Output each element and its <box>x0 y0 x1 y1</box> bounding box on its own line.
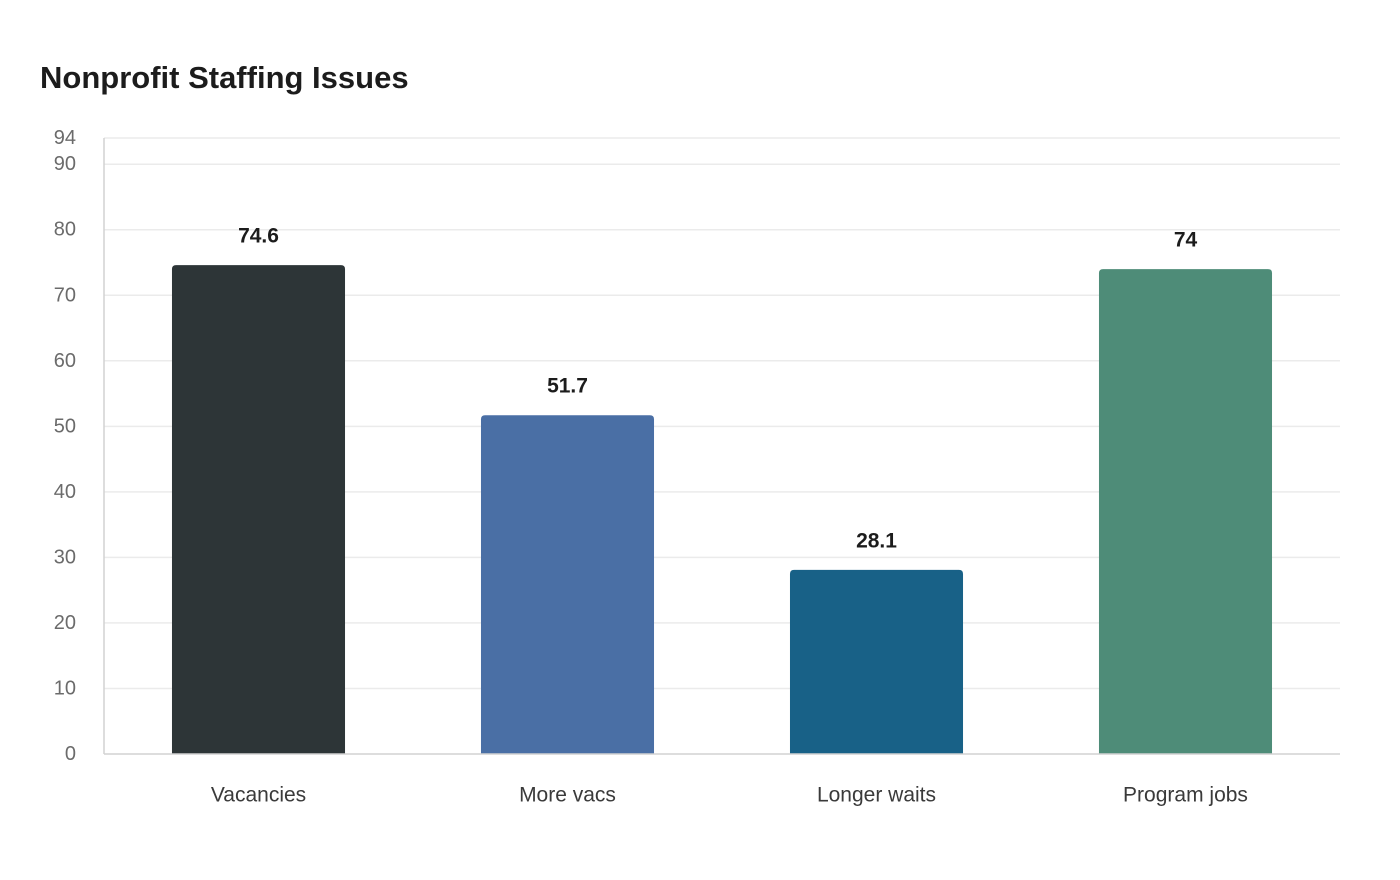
bar-more-vacs <box>480 415 655 754</box>
x-tick-label: Program jobs <box>1123 784 1248 807</box>
bar-program-jobs <box>1098 269 1273 754</box>
data-label: 74 <box>1174 229 1198 252</box>
bars <box>171 265 1273 754</box>
y-tick-label: 80 <box>54 219 76 241</box>
y-tick-label: 60 <box>54 350 76 372</box>
data-label: 74.6 <box>238 225 279 248</box>
chart-title: Nonprofit Staffing Issues <box>40 60 409 95</box>
data-label: 51.7 <box>547 375 588 398</box>
y-tick-label: 20 <box>54 612 76 634</box>
y-tick-label: 0 <box>65 743 76 765</box>
x-axis-ticks: Vacancies More vacs Longer waits Program jo… <box>211 784 1248 807</box>
y-axis-ticks: 0 10 20 30 40 50 60 70 80 90 94 <box>54 127 76 765</box>
y-tick-label: 94 <box>54 127 76 149</box>
y-tick-label: 70 <box>54 284 76 306</box>
x-tick-label: Longer waits <box>817 784 936 807</box>
y-tick-label: 30 <box>54 546 76 568</box>
bar-longer-waits <box>789 569 964 754</box>
data-label: 28.1 <box>856 529 897 552</box>
y-tick-label: 10 <box>54 677 76 699</box>
data-labels: 74.6 51.7 28.1 74 <box>238 225 1197 553</box>
y-tick-label: 50 <box>54 415 76 437</box>
y-tick-label: 90 <box>54 153 76 175</box>
bar-vacancies <box>171 265 346 754</box>
x-tick-label: Vacancies <box>211 784 306 807</box>
x-tick-label: More vacs <box>519 784 616 807</box>
y-tick-label: 40 <box>54 481 76 503</box>
